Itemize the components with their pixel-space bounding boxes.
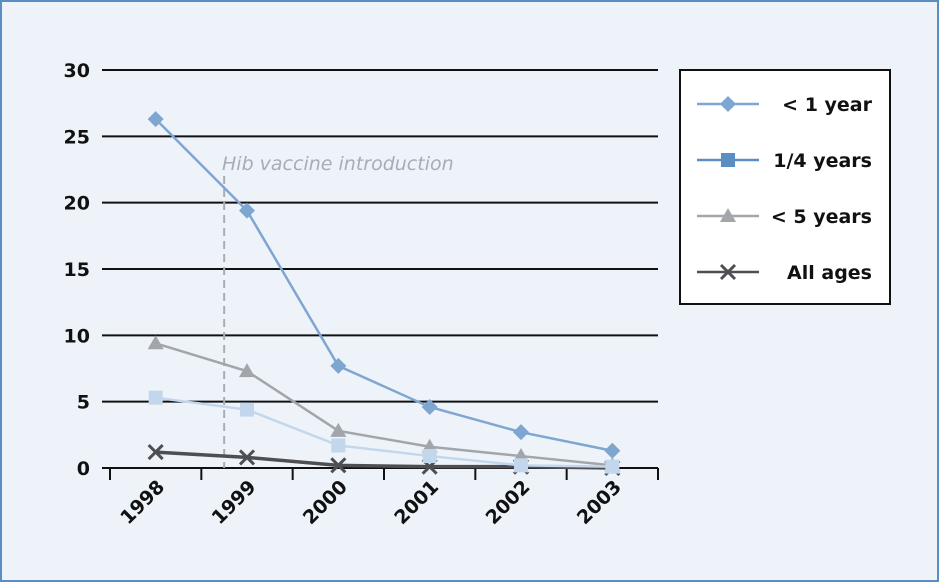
gridlines: [102, 69, 658, 469]
y-tick-label: 0: [77, 458, 90, 480]
legend-entry: < 5 years: [697, 206, 872, 228]
data-point: [238, 449, 256, 466]
series-line: [155, 450, 613, 470]
data-point: [514, 458, 528, 473]
x-tick-label: 2002: [482, 476, 535, 529]
legend-box: [679, 69, 891, 305]
legend-entry: All ages: [697, 262, 872, 284]
legend-marker: [720, 96, 736, 112]
legend-label: < 5 years: [771, 206, 872, 228]
data-point: [513, 424, 529, 441]
data-point: [240, 402, 254, 417]
y-tick-label: 15: [64, 259, 90, 281]
legend-items: < 1 year 1/4 years < 5 years All ages: [697, 94, 873, 284]
x-tick-label: 2001: [390, 476, 443, 529]
legend-entry: 1/4 years: [697, 150, 872, 172]
series-line: [154, 118, 613, 452]
data-point: [147, 335, 164, 350]
legend-marker: [720, 208, 736, 222]
series-group: [147, 111, 621, 477]
y-tick-label: 30: [64, 60, 90, 82]
legend-marker: [721, 153, 735, 167]
y-tick-label: 20: [64, 193, 90, 215]
legend-marker: [719, 263, 737, 281]
x-tick-label: 2000: [299, 476, 352, 529]
data-point: [148, 390, 163, 405]
data-point: [605, 459, 620, 474]
data-point: [147, 444, 164, 461]
data-point: [421, 398, 438, 415]
data-point: [239, 363, 255, 378]
x-axis: 1998 1999 2000 2001 2002 2003: [109, 468, 659, 529]
series-1-year: [147, 111, 621, 459]
data-point: [330, 422, 347, 437]
y-tick-label: 25: [64, 126, 90, 148]
data-point: [331, 438, 346, 453]
legend-label: < 1 year: [782, 94, 872, 116]
x-tick-label: 1999: [208, 476, 261, 529]
legend-label: 1/4 years: [773, 150, 872, 172]
data-point: [239, 202, 255, 219]
data-point: [330, 357, 347, 374]
y-tick-label: 10: [64, 325, 90, 347]
data-point: [604, 442, 621, 459]
series-line: [155, 396, 613, 468]
x-tick-label: 1998: [116, 476, 169, 529]
legend-entry: < 1 year: [697, 94, 873, 116]
data-point: [330, 457, 347, 474]
series-line: [155, 342, 613, 467]
legend-label: All ages: [787, 262, 872, 284]
series-1-4-years: [148, 390, 620, 474]
y-tick-label: 5: [77, 392, 90, 414]
legend: < 1 year 1/4 years < 5 years All ages: [679, 69, 891, 305]
x-tick-label: 2003: [573, 476, 626, 529]
y-axis: 0 5 10 15 20 25 30: [64, 60, 90, 480]
vaccine-introduction-label: Hib vaccine introduction: [222, 153, 454, 175]
data-point: [147, 111, 164, 128]
data-point: [422, 449, 437, 464]
